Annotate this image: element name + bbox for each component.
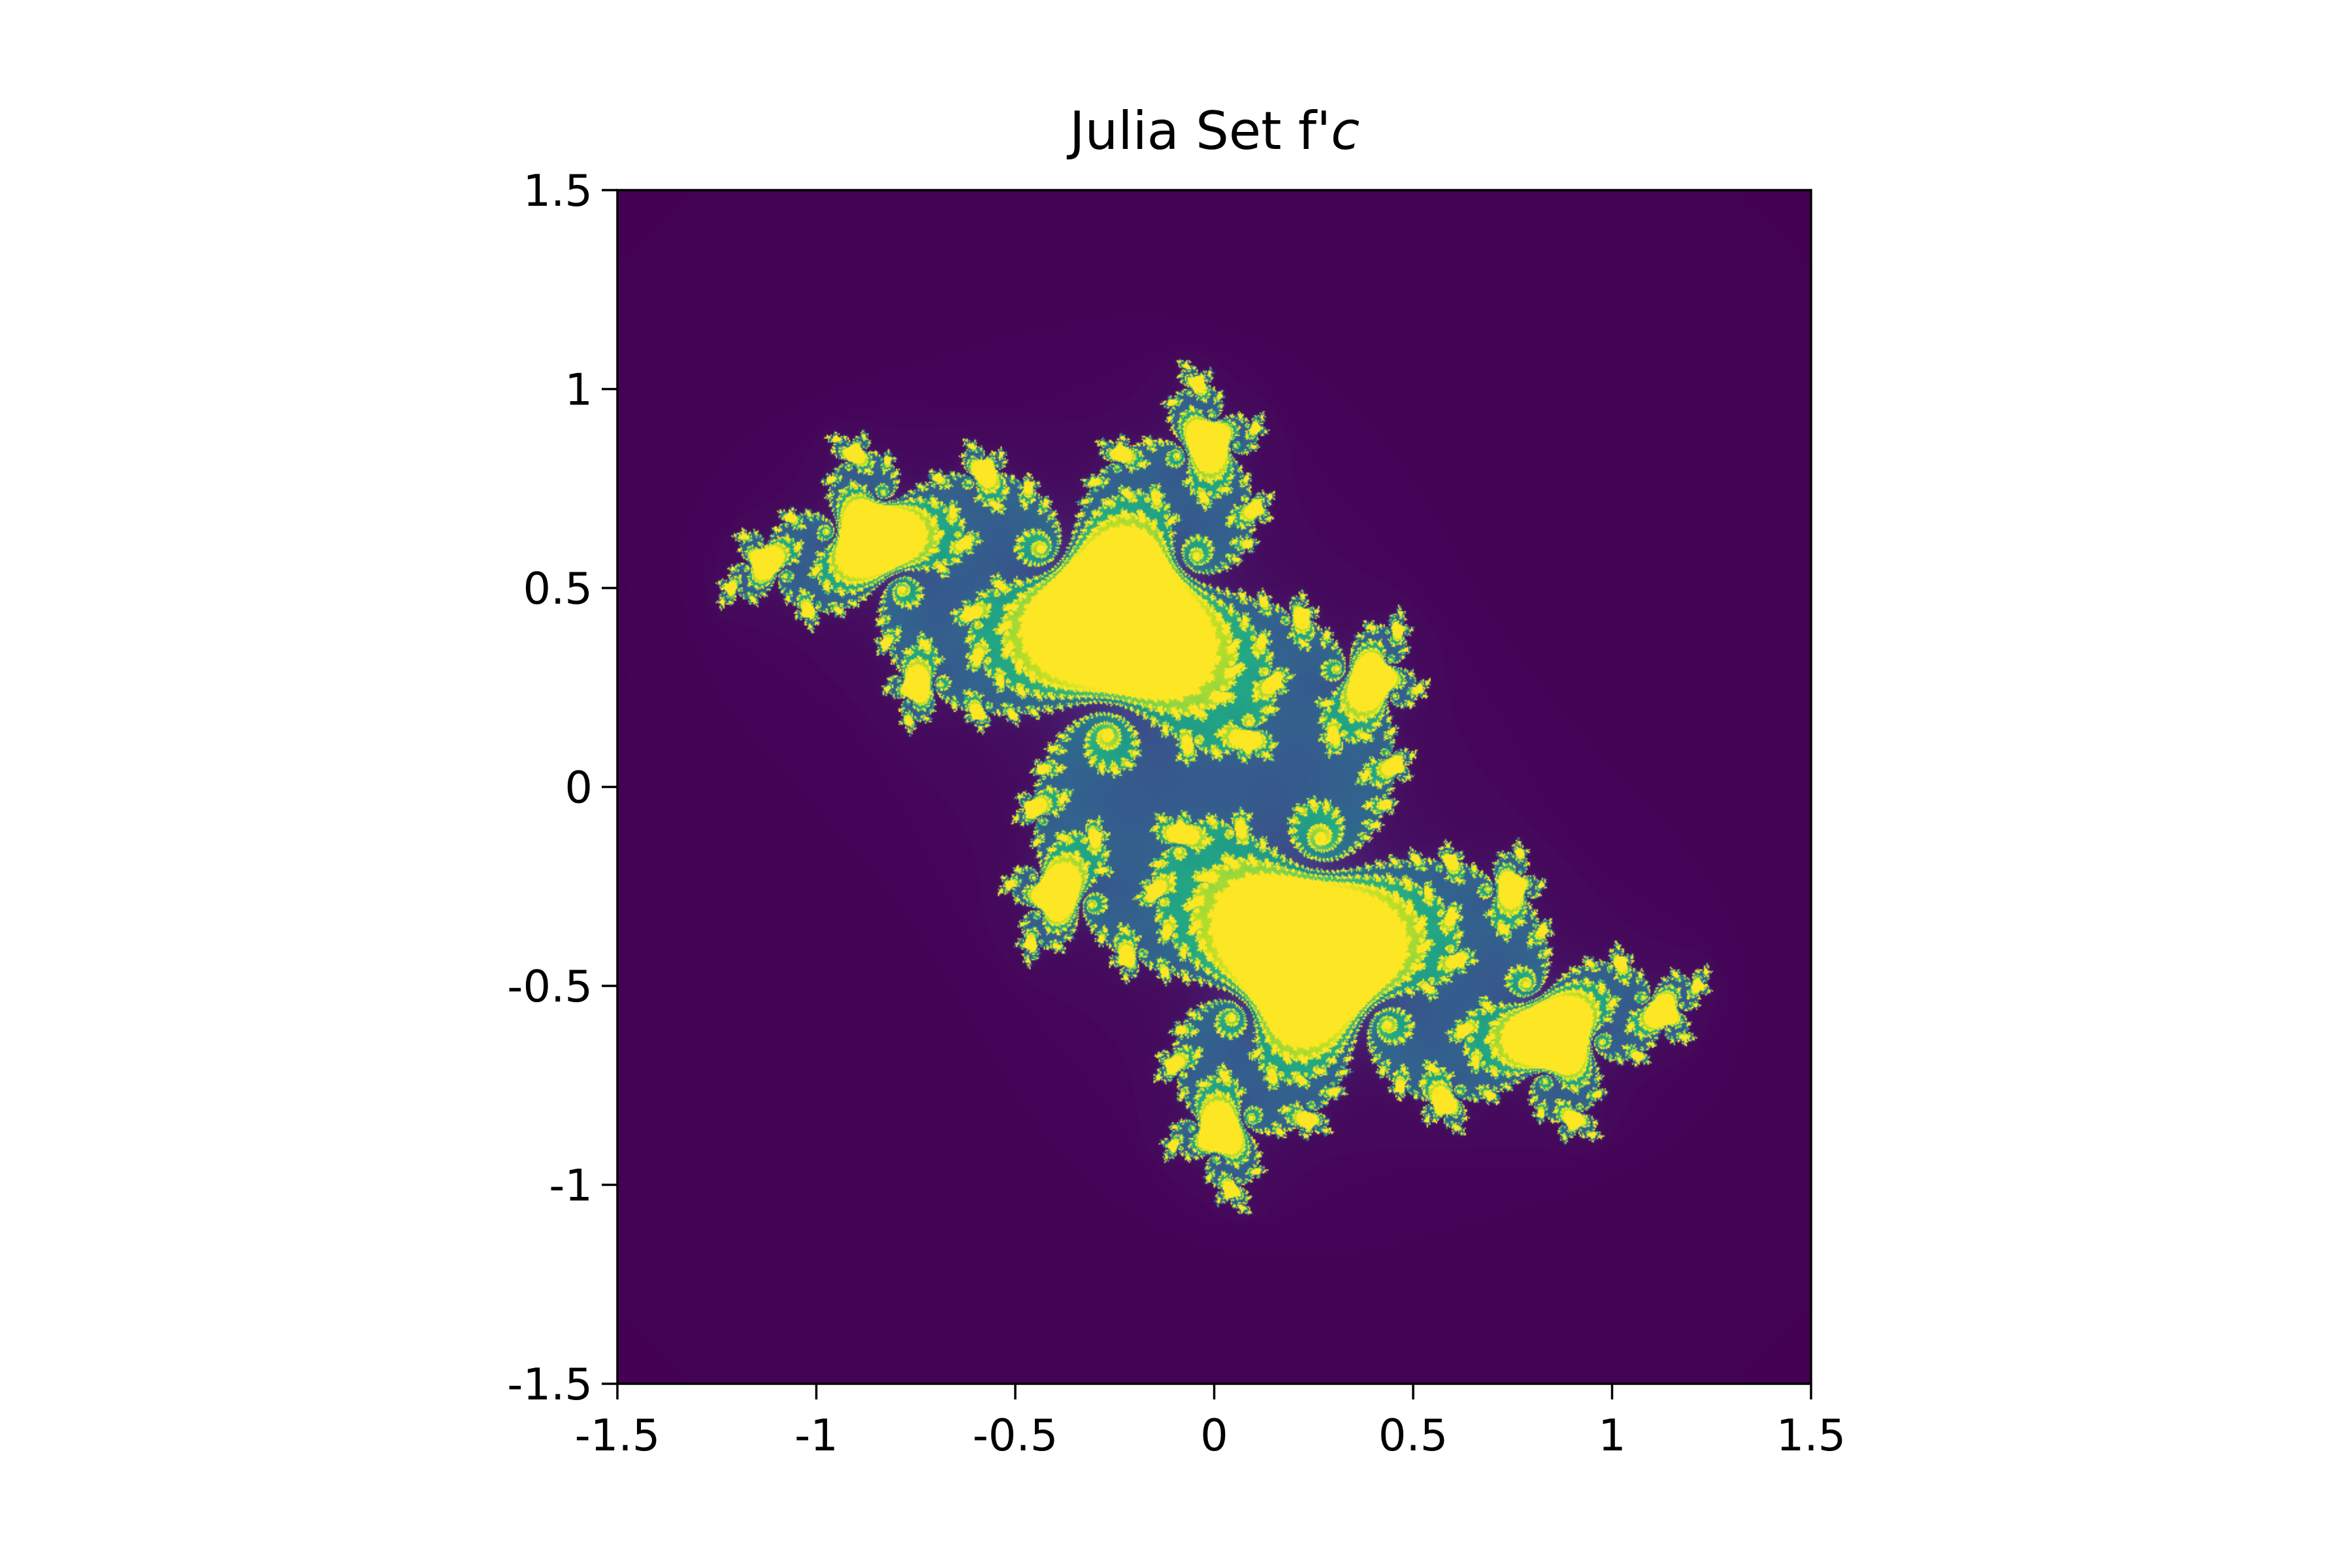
x-tick-label: 1.5 [1776, 1410, 1846, 1461]
x-tick-label: -1.5 [575, 1410, 661, 1461]
y-tick-label: 0.5 [523, 563, 593, 614]
y-tick-label: -1 [549, 1160, 593, 1211]
x-tick-label: 0.5 [1379, 1410, 1448, 1461]
x-tick-label: -0.5 [973, 1410, 1058, 1461]
chart-title: Julia Set f'c [1066, 101, 1360, 161]
chart-title-italic: c [1331, 101, 1360, 161]
y-tick-label: -1.5 [507, 1359, 593, 1410]
y-tick-label: -0.5 [507, 961, 593, 1012]
x-tick-label: 1 [1598, 1410, 1626, 1461]
y-tick-label: 1 [564, 365, 593, 416]
x-tick-label: 0 [1200, 1410, 1228, 1461]
x-axis-ticks: -1.5 -1 -0.5 0 0.5 1 1.5 [575, 1384, 1846, 1461]
chart-title-main: Julia Set f' [1066, 101, 1331, 161]
y-tick-label: 0 [564, 762, 593, 813]
x-tick-label: -1 [794, 1410, 838, 1461]
y-axis-ticks: -1.5 -1 -0.5 0 0.5 1 1.5 [507, 165, 617, 1410]
y-tick-label: 1.5 [523, 165, 593, 216]
julia-set-heatmap [617, 190, 1811, 1384]
axes-frame [616, 189, 1812, 1385]
